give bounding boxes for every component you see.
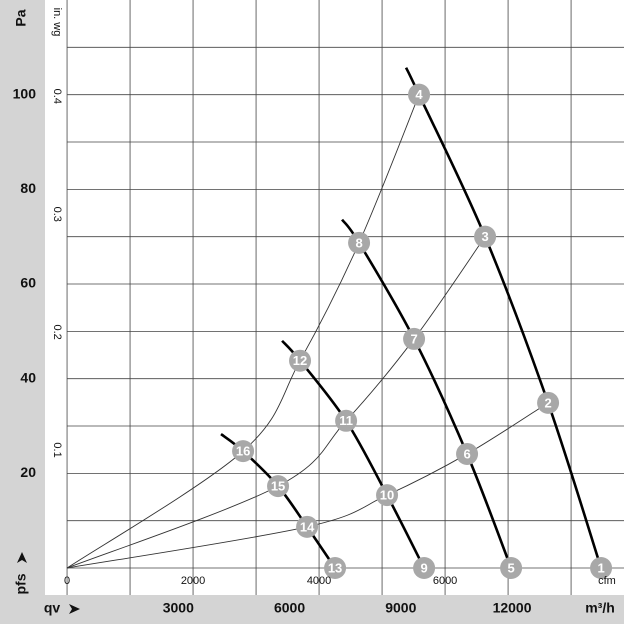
point-label: 2 <box>544 395 551 410</box>
point-label: 5 <box>507 560 514 575</box>
y-tick-label: 80 <box>20 180 36 196</box>
point-marker <box>335 409 358 432</box>
x-arrow <box>69 604 80 614</box>
y-label: Pa <box>13 9 29 26</box>
x-axis-title: qv <box>44 600 61 616</box>
point-marker <box>403 327 426 350</box>
point-label: 11 <box>339 413 353 428</box>
x2-tick-label: 3000 <box>163 600 194 616</box>
x2-tick-label: 6000 <box>274 600 305 616</box>
point-marker <box>590 557 613 580</box>
point-marker <box>537 391 560 414</box>
x-tick-label: 0 <box>64 575 70 587</box>
point-marker <box>413 557 436 580</box>
x2-tick-label: 12000 <box>493 600 532 616</box>
point-marker <box>324 557 347 580</box>
point-label: 8 <box>355 235 362 250</box>
point-marker <box>267 475 290 498</box>
x2-unit: m³/h <box>585 600 615 616</box>
point-label: 15 <box>271 479 285 494</box>
point-marker <box>232 440 255 463</box>
point-label: 6 <box>463 446 470 461</box>
point-marker <box>500 557 523 580</box>
y-tick-label: 100 <box>13 85 37 101</box>
point-marker <box>296 515 319 538</box>
y-tick-label: 20 <box>20 464 36 480</box>
y2-tick-label: 0.4 <box>51 89 63 104</box>
x-tick-label: 4000 <box>307 575 331 587</box>
point-label: 7 <box>410 331 417 346</box>
y-axis-title: pfs <box>13 573 29 594</box>
y-tick-label: 40 <box>20 369 36 385</box>
y2-label: in. wg <box>51 8 63 37</box>
point-label: 16 <box>236 444 250 459</box>
x2-tick-label: 9000 <box>385 600 416 616</box>
point-label: 1 <box>597 560 604 575</box>
point-label: 13 <box>328 560 342 575</box>
x-tick-label: 6000 <box>433 575 457 587</box>
x-unit: cfm <box>598 575 616 587</box>
bottom-band <box>0 595 624 624</box>
point-label: 9 <box>420 560 427 575</box>
y2-tick-label: 0.3 <box>51 207 63 222</box>
point-marker <box>348 231 371 254</box>
point-marker <box>408 83 431 106</box>
y2-tick-label: 0.1 <box>51 442 63 457</box>
point-marker <box>289 349 312 372</box>
point-label: 3 <box>481 229 488 244</box>
x-tick-label: 2000 <box>181 575 205 587</box>
point-label: 4 <box>415 87 423 102</box>
point-marker <box>456 442 479 465</box>
grid <box>66 0 624 595</box>
y-arrow <box>17 552 27 563</box>
point-label: 10 <box>380 488 394 503</box>
system-curve <box>66 402 549 569</box>
point-marker <box>474 225 497 248</box>
y2-tick-label: 0.2 <box>51 325 63 340</box>
y-tick-label: 60 <box>20 275 36 291</box>
point-label: 12 <box>293 353 307 368</box>
labels: 20 40 60 80 100 0.1 0.2 0.3 0.4 0 2000 4000 6000 3000… <box>13 85 532 615</box>
point-label: 14 <box>300 519 315 534</box>
left-band <box>0 0 45 624</box>
point-marker <box>376 484 399 507</box>
